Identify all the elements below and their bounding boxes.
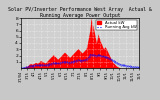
Title: Solar PV/Inverter Performance West Array  Actual & Running Average Power Output: Solar PV/Inverter Performance West Array… [8,7,152,18]
Legend: Actual kW, Running Avg kW: Actual kW, Running Avg kW [96,20,137,30]
